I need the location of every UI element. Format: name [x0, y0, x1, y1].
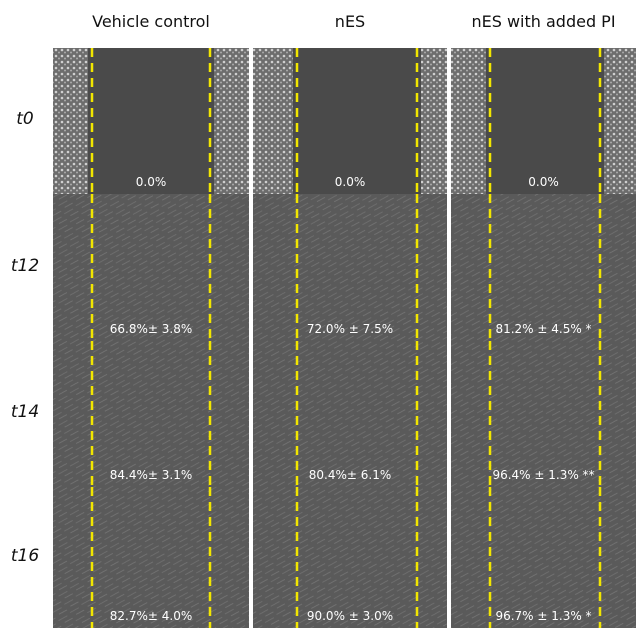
column-header: nES: [253, 12, 447, 31]
cell-edge: [214, 48, 249, 194]
separator: [249, 48, 253, 628]
cell-texture: [451, 341, 636, 487]
closure-label: 90.0% ± 3.0%: [307, 609, 393, 623]
cell-edge: [604, 48, 636, 194]
micrograph: 72.0% ± 7.5%: [253, 194, 447, 341]
row-label: t14: [0, 402, 50, 422]
row-label: t12: [0, 256, 50, 276]
micrograph: 90.0% ± 3.0%: [253, 487, 447, 628]
figure: 0.0% 0.0% 0.0% 66.8%± 3.8% 72.0% ± 7.5% 81.2%…: [0, 0, 636, 628]
closure-label: 96.4% ± 1.3% **: [492, 468, 594, 482]
separator: [447, 48, 451, 628]
closure-label: 84.4%± 3.1%: [110, 468, 192, 482]
micrograph: 81.2% ± 4.5% *: [451, 194, 636, 341]
micrograph: 0.0%: [451, 48, 636, 194]
micrograph: 0.0%: [53, 48, 249, 194]
closure-label: 0.0%: [136, 175, 167, 189]
cell-edge: [253, 48, 293, 194]
column-header: nES with added PI: [451, 12, 636, 31]
micrograph: 80.4%± 6.1%: [253, 341, 447, 487]
closure-label: 81.2% ± 4.5% *: [495, 322, 591, 336]
row-label: t0: [0, 109, 50, 129]
row-label: t16: [0, 546, 50, 566]
micrograph: 82.7%± 4.0%: [53, 487, 249, 628]
cell-texture: [53, 194, 249, 341]
micrograph: 96.4% ± 1.3% **: [451, 341, 636, 487]
cell-texture: [451, 194, 636, 341]
cell-texture: [53, 341, 249, 487]
closure-label: 96.7% ± 1.3% *: [495, 609, 591, 623]
image-grid: 0.0% 0.0% 0.0% 66.8%± 3.8% 72.0% ± 7.5% 81.2%…: [0, 0, 636, 628]
cell-edge: [451, 48, 486, 194]
closure-label: 0.0%: [335, 175, 366, 189]
micrograph: 84.4%± 3.1%: [53, 341, 249, 487]
closure-label: 0.0%: [528, 175, 559, 189]
closure-label: 80.4%± 6.1%: [309, 468, 391, 482]
closure-label: 72.0% ± 7.5%: [307, 322, 393, 336]
closure-label: 82.7%± 4.0%: [110, 609, 192, 623]
micrograph: 0.0%: [253, 48, 447, 194]
closure-label: 66.8%± 3.8%: [110, 322, 192, 336]
cell-edge: [53, 48, 88, 194]
cell-edge: [421, 48, 447, 194]
cell-texture: [451, 487, 636, 628]
cell-texture: [53, 487, 249, 628]
micrograph: 96.7% ± 1.3% *: [451, 487, 636, 628]
column-header: Vehicle control: [53, 12, 249, 31]
micrograph: 66.8%± 3.8%: [53, 194, 249, 341]
